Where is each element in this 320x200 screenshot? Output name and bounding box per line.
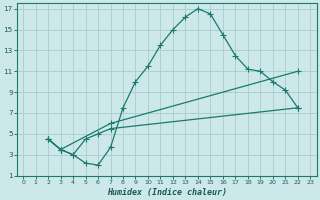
X-axis label: Humidex (Indice chaleur): Humidex (Indice chaleur) xyxy=(107,188,227,197)
